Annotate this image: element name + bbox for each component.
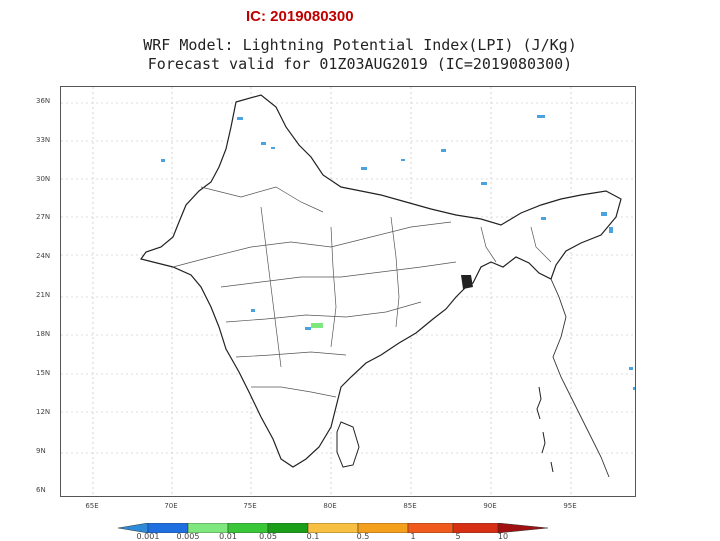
colorbar-label: 1 (410, 532, 416, 541)
india-map-svg (61, 87, 635, 496)
lon-tick: 85E (403, 502, 417, 510)
ic-header: IC: 2019080300 (246, 8, 354, 25)
lat-tick: 15N (36, 369, 51, 377)
colorbar-label: 0.1 (306, 532, 320, 541)
lat-tick: 36N (36, 97, 51, 105)
lat-tick: 18N (36, 330, 51, 338)
state-boundaries (172, 186, 552, 398)
lon-tick: 70E (164, 502, 178, 510)
lon-tick: 75E (243, 502, 257, 510)
lat-tick: 9N (36, 447, 46, 455)
colorbar-svg (117, 522, 549, 534)
colorbar-label: 10 (497, 532, 509, 541)
india-outline (139, 94, 622, 468)
lat-tick: 30N (36, 175, 51, 183)
lat-tick: 21N (36, 291, 51, 299)
dark-region (461, 275, 473, 289)
sri-lanka-outline (336, 421, 360, 468)
colorbar-label: 0.5 (356, 532, 370, 541)
lat-tick: 12N (36, 408, 51, 416)
lat-tick: 24N (36, 252, 51, 260)
colorbar (117, 520, 549, 534)
colorbar-label: 0.05 (259, 532, 277, 541)
colorbar-label: 0.005 (176, 532, 200, 541)
lon-tick: 90E (483, 502, 497, 510)
lat-tick: 27N (36, 213, 51, 221)
map-panel (60, 86, 636, 497)
map-subtitle: Forecast valid for 01Z03AUG2019 (IC=2019… (147, 55, 573, 73)
lon-tick: 80E (323, 502, 337, 510)
colorbar-label: 0.001 (136, 532, 160, 541)
lat-tick: 6N (36, 486, 46, 494)
lon-tick: 65E (85, 502, 99, 510)
lat-tick: 33N (36, 136, 51, 144)
map-title: WRF Model: Lightning Potential Index(LPI… (143, 36, 577, 54)
andaman-islands (536, 386, 554, 473)
lpi-spots (161, 115, 635, 390)
colorbar-right-arrow (497, 522, 549, 534)
colorbar-label: 5 (455, 532, 461, 541)
colorbar-label: 0.01 (219, 532, 237, 541)
neighbour-outline (550, 278, 610, 478)
lon-tick: 95E (563, 502, 577, 510)
